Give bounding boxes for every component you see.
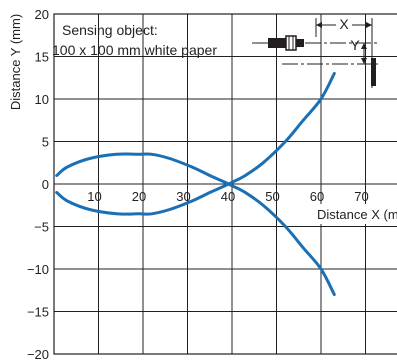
annotation-line-2: 100 x 100 mm white paper — [52, 42, 217, 58]
x-tick-label-0: 10 — [87, 189, 101, 204]
y-tick-label-0: 20 — [35, 7, 49, 22]
y-tick-label-8: −20 — [27, 347, 49, 360]
sensor-diagram: X Y — [252, 16, 378, 88]
y-tick-label-6: −10 — [27, 262, 49, 277]
y-tick-label-2: 10 — [35, 92, 49, 107]
diagram-y-label: Y — [350, 37, 360, 53]
x-tick-label-3: 40 — [221, 189, 235, 204]
grid — [54, 13, 397, 355]
diagram-x-label: X — [339, 16, 349, 32]
x-tick-label-2: 30 — [176, 189, 190, 204]
plot-frame — [53, 13, 397, 355]
x-tick-label-1: 20 — [132, 189, 146, 204]
x-tick-label-6: 70 — [354, 189, 368, 204]
y-tick-label-7: −15 — [27, 305, 49, 320]
y-axis-label: Distance Y (mm) — [8, 14, 23, 110]
xlabel-bg — [294, 204, 397, 224]
y-tick-label-1: 15 — [35, 50, 49, 65]
y-tick-label-3: 5 — [42, 135, 49, 150]
y-tick-label-4: 0 — [42, 177, 49, 192]
tick-labels: 102030405060708020151050−5−10−15−20 — [27, 7, 369, 360]
series — [55, 72, 336, 296]
series-line-1 — [55, 72, 336, 216]
y-tick-label-5: −5 — [34, 220, 49, 235]
sensor-icon — [252, 35, 304, 51]
x-axis-label: Distance X (m) — [317, 207, 397, 222]
annotation-line-1: Sensing object: — [62, 22, 158, 38]
series-line-0 — [55, 152, 336, 296]
x-tick-label-5: 60 — [310, 189, 324, 204]
x-tick-label-4: 50 — [265, 189, 279, 204]
target-marker — [371, 58, 376, 86]
